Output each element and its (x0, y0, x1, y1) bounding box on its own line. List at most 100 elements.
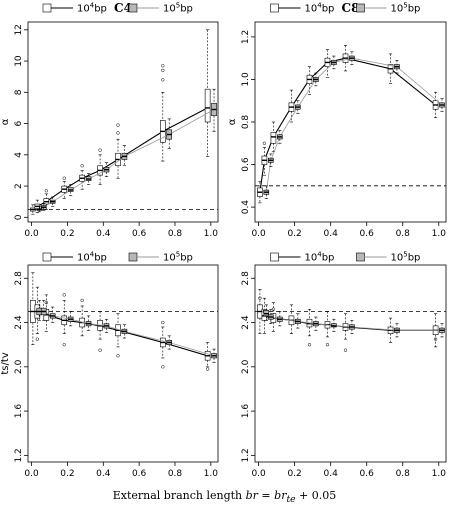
legend: 104bp 105bp (42, 251, 193, 264)
y-tick-label: 2.8 (14, 271, 24, 286)
x-tick-label: 0.0 (251, 229, 266, 239)
legend: 104bp 105bp (270, 251, 421, 264)
legend-swatch (128, 3, 138, 13)
y-tick-label: 0.8 (241, 115, 251, 130)
caption-sub: te (286, 494, 296, 506)
box-1-3 (67, 184, 74, 196)
x-tick-label: 0.0 (24, 229, 39, 239)
legend-label-part: bp (94, 253, 107, 264)
outlier-point (258, 296, 262, 300)
y-tick-label: 1.2 (14, 448, 24, 462)
box-0-6 (342, 313, 349, 352)
box-1-5 (331, 318, 337, 332)
legend-label-part: bp (408, 253, 421, 264)
y-tick-label: 0.6 (241, 157, 251, 172)
x-tick-label: 0.2 (287, 469, 301, 479)
box-1-1 (40, 202, 47, 211)
y-tick-label: 12 (14, 24, 24, 35)
x-tick-label: 0.8 (168, 469, 183, 479)
y-tick-label: 2.4 (14, 315, 24, 330)
outlier-point (161, 78, 165, 82)
box-1-2 (49, 306, 56, 323)
x-tick-label: 0.4 (96, 229, 111, 239)
box-0-0 (257, 181, 263, 204)
box-1-4 (85, 173, 92, 185)
box-0-5 (97, 148, 103, 185)
box-1-0 (36, 206, 43, 213)
outlier-point (62, 293, 66, 297)
y-tick-label: 1.2 (241, 30, 251, 44)
y-tick-label: 4 (14, 152, 24, 158)
box-1-0 (36, 300, 43, 321)
series-line (265, 57, 443, 193)
legend-label-part: bp (322, 253, 335, 264)
outlier-point (80, 164, 84, 168)
x-tick-label: 0.4 (96, 469, 111, 479)
legend-label: 104bp (77, 251, 107, 264)
y-tick-label: 6 (14, 120, 24, 126)
caption-formula: br = br (245, 489, 287, 502)
legend-label-part: bp (408, 4, 421, 15)
box-1-1 (268, 153, 274, 167)
box-0-0 (30, 204, 36, 215)
legend: 104bp 105bp (42, 2, 193, 15)
box-0-4 (306, 66, 313, 95)
box-0-5 (324, 311, 331, 347)
box-0-6 (342, 45, 349, 72)
outlier-point (433, 337, 438, 341)
y-tick-label: 8 (14, 89, 24, 95)
box-1-7 (394, 59, 400, 74)
legend-label-part: bp (322, 4, 335, 15)
plot-frame (27, 21, 219, 223)
box-0-8 (432, 91, 439, 119)
series-1 (36, 88, 217, 213)
legend-label-part: 10 (391, 253, 404, 264)
panel-title: C8 (342, 1, 360, 15)
legend-label-part: 10 (305, 253, 318, 264)
series-1 (263, 304, 445, 338)
plot-frame (27, 264, 219, 463)
legend: 104bp 105bp (270, 2, 421, 15)
outlier-point (116, 131, 120, 135)
caption-suffix: + 0.05 (295, 489, 337, 502)
legend-label-part: 10 (77, 4, 90, 15)
outlier-point (35, 337, 39, 341)
legend-swatch (356, 3, 365, 13)
series-0 (257, 289, 439, 352)
outlier-point (116, 354, 120, 358)
box-1-2 (277, 130, 283, 144)
y-tick-label: 10 (14, 55, 24, 67)
series-0 (30, 29, 211, 215)
box-0-5 (97, 311, 103, 352)
outlier-point (205, 367, 210, 371)
legend-label: 104bp (77, 2, 107, 15)
outlier-point (98, 148, 102, 152)
caption-prefix: External branch length (112, 489, 246, 502)
box-1-4 (85, 315, 92, 331)
box-1-8 (211, 348, 217, 363)
x-tick-label: 0.0 (251, 469, 266, 479)
outlier-point (62, 176, 66, 180)
box-0-3 (61, 176, 68, 199)
box-0-2 (43, 189, 50, 210)
box-1-0 (263, 304, 270, 321)
legend-swatch (270, 3, 279, 13)
box-body (270, 132, 277, 144)
box-0-3 (288, 89, 295, 123)
legend-label-part: 10 (305, 4, 318, 15)
box-1-6 (349, 51, 355, 65)
box-0-8 (204, 342, 211, 371)
x-tick-label: 0.6 (360, 229, 375, 239)
y-axis-label: ts/tv (0, 352, 11, 374)
legend-label-part: 5 (176, 2, 180, 10)
legend-label-part: 4 (90, 2, 95, 10)
legend-label: 104bp (305, 2, 335, 15)
box-1-5 (103, 162, 110, 177)
y-tick-label: 1.0 (241, 72, 251, 87)
y-tick-label: 1.2 (241, 448, 251, 462)
box-0-4 (79, 298, 85, 337)
legend-label-part: 5 (176, 251, 180, 259)
series-0 (257, 45, 439, 204)
box-0-3 (288, 304, 295, 334)
